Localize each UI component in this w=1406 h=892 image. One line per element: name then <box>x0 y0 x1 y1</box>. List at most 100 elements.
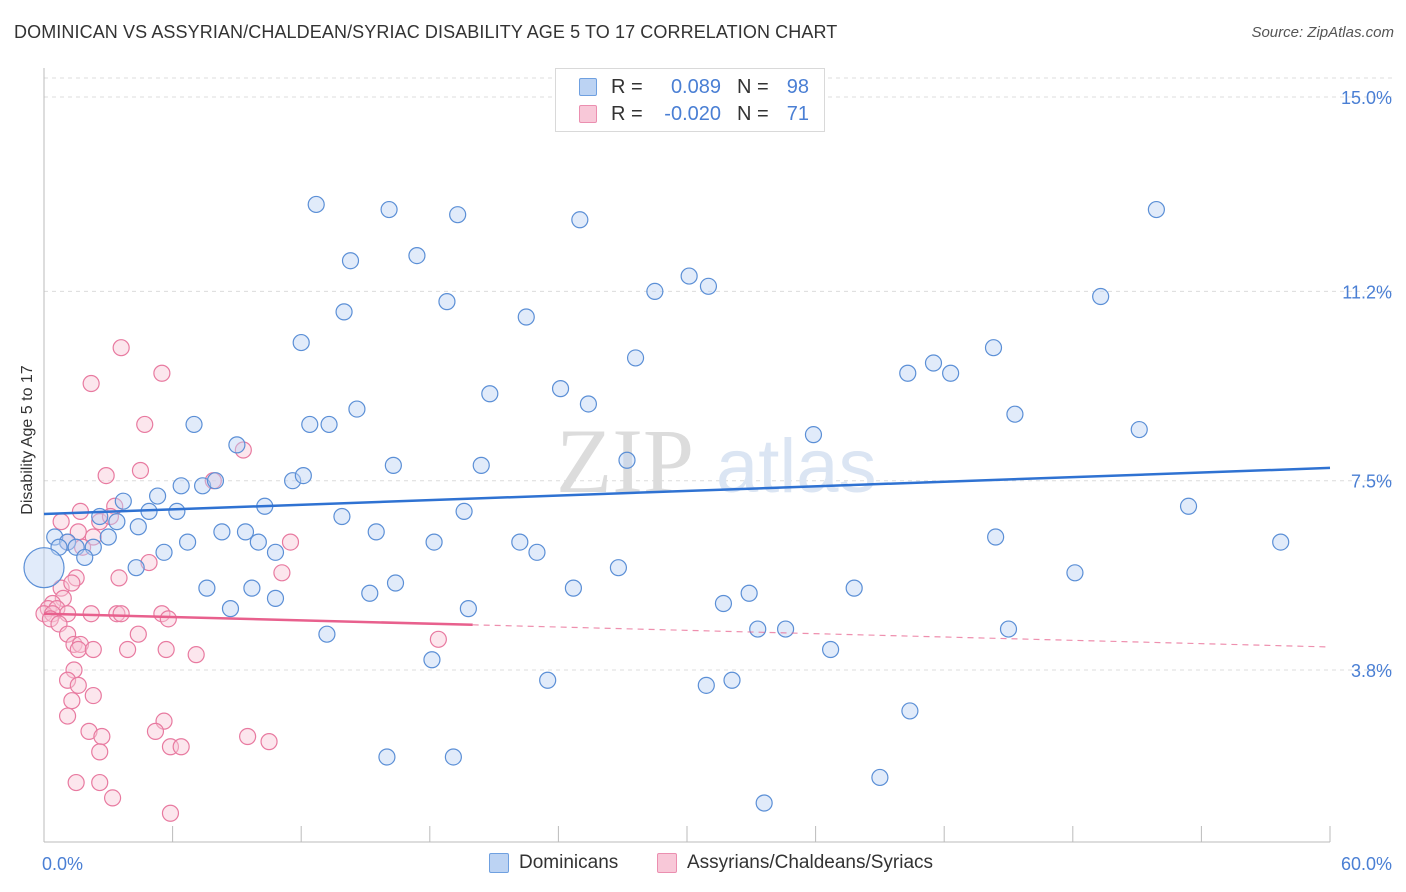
point-dominicans-43 <box>455 502 473 521</box>
point-assyrians-54 <box>58 707 77 725</box>
point-dominicans-53 <box>213 523 231 541</box>
bottom-legend-dominicans[interactable]: Dominicans <box>489 852 618 874</box>
point-dominicans-13 <box>1147 200 1165 219</box>
point-dominicans-61 <box>1066 564 1084 582</box>
point-assyrians-21 <box>273 564 291 582</box>
x-tick-label-0: 0.0% <box>42 854 83 874</box>
point-assyrians-6 <box>131 461 150 480</box>
point-dominicans-1 <box>341 252 360 270</box>
point-dominicans-28 <box>284 472 302 490</box>
point-dominicans-64 <box>46 528 64 546</box>
y-tick-label-2: 11.2% <box>1342 282 1392 302</box>
point-assyrians-33 <box>112 605 130 623</box>
point-assyrians-5 <box>97 466 115 485</box>
trend-line-assyrians-extension <box>472 624 1331 648</box>
point-dominicans-96 <box>871 768 889 787</box>
chart-title: DOMINICAN VS ASSYRIAN/CHALDEAN/SYRIAC DI… <box>14 22 838 42</box>
point-dominicans-69 <box>99 528 117 546</box>
bottom-legend-assyrians[interactable]: Assyrians/Chaldeans/Syriacs <box>657 852 933 874</box>
point-dominicans-41 <box>333 507 351 526</box>
point-dominicans-56 <box>266 543 285 561</box>
point-dominicans-62 <box>1179 497 1198 515</box>
point-dominicans-30 <box>384 456 402 474</box>
n-value-dominicans: 98 <box>786 75 809 98</box>
axes <box>43 68 1331 843</box>
point-dominicans-44 <box>511 533 529 551</box>
point-dominicans-29 <box>294 466 312 485</box>
point-dominicans-34 <box>1006 405 1024 423</box>
tick-labels: 3.8% 7.5% 11.2% 15.0% 0.0% 60.0% <box>42 88 1392 874</box>
point-dominicans-25 <box>320 415 338 434</box>
point-dominicans-65 <box>58 533 77 551</box>
point-assyrians-20 <box>110 569 128 587</box>
point-dominicans-91 <box>723 671 741 689</box>
trend-line-dominicans <box>43 466 1331 516</box>
point-assyrians-65 <box>103 789 122 807</box>
point-dominicans-84 <box>318 625 336 643</box>
point-assyrians-47 <box>429 630 447 648</box>
point-assyrians-22 <box>52 579 70 597</box>
point-dominicans-76 <box>266 589 285 607</box>
point-dominicans-15 <box>899 364 917 382</box>
point-assyrians-15 <box>84 528 102 546</box>
point-dominicans-5 <box>571 211 589 229</box>
stats-legend: R = 0.089 N = 98 R = -0.020 N = 71 <box>555 68 825 132</box>
point-assyrians-50 <box>69 676 87 694</box>
point-dominicans-26 <box>185 415 203 434</box>
point-dominicans-20 <box>551 380 570 398</box>
y-tick-label-1: 7.5% <box>1351 472 1392 492</box>
point-dominicans-70 <box>76 548 94 567</box>
point-dominicans-72 <box>155 543 173 561</box>
point-dominicans-82 <box>740 584 758 602</box>
point-assyrians-9 <box>52 513 70 531</box>
series-assyrians-points <box>35 339 447 822</box>
n-value-assyrians: 71 <box>786 102 809 125</box>
y-tick-label-0: 3.8% <box>1351 661 1392 681</box>
point-dominicans-32 <box>618 451 636 469</box>
point-dominicans-27 <box>228 436 246 454</box>
point-dominicans-10 <box>680 267 698 285</box>
point-dominicans-59 <box>845 579 863 597</box>
point-dominicans-60 <box>987 528 1005 546</box>
point-dominicans-4 <box>449 206 467 224</box>
n-label: N = <box>737 102 769 125</box>
point-dominicans-89 <box>776 620 795 638</box>
point-dominicans-22 <box>481 385 499 403</box>
point-assyrians-57 <box>146 722 165 740</box>
point-dominicans-36 <box>148 487 167 505</box>
point-assyrians-17 <box>281 533 300 551</box>
point-dominicans-0 <box>307 195 325 214</box>
r-value-assyrians: -0.020 <box>664 102 721 125</box>
point-dominicans-74 <box>198 579 216 597</box>
point-dominicans-88 <box>749 620 767 638</box>
point-dominicans-85 <box>423 651 441 669</box>
point-dominicans-55 <box>249 533 267 551</box>
point-dominicans-21 <box>579 395 598 413</box>
point-dominicans-9 <box>517 308 535 326</box>
point-dominicans-2 <box>380 200 398 219</box>
point-assyrians-11 <box>91 513 109 531</box>
point-dominicans-86 <box>539 671 557 689</box>
point-assyrians-59 <box>260 733 278 751</box>
point-dominicans-78 <box>386 574 405 592</box>
point-assyrians-45 <box>157 640 175 659</box>
y-axis-label-wrap: Disability Age 5 to 17 <box>16 300 40 580</box>
bottom-legend-swatch-dominicans <box>489 853 509 873</box>
y-tick-label-3: 15.0% <box>1341 88 1392 108</box>
point-dominicans-92 <box>901 702 919 720</box>
point-dominicans-73 <box>23 547 65 589</box>
point-assyrians-18 <box>140 553 158 572</box>
point-dominicans-47 <box>168 502 186 521</box>
bottom-legend-label-assyrians: Assyrians/Chaldeans/Syriacs <box>687 852 934 873</box>
r-value-dominicans: 0.089 <box>670 75 721 98</box>
point-assyrians-42 <box>69 640 87 659</box>
point-dominicans-93 <box>999 620 1018 638</box>
point-dominicans-14 <box>1092 287 1110 306</box>
point-dominicans-12 <box>699 277 718 295</box>
r-label: R = <box>611 75 643 98</box>
point-assyrians-39 <box>129 625 147 643</box>
point-assyrians-60 <box>91 743 109 761</box>
point-dominicans-33 <box>804 426 823 444</box>
point-dominicans-8 <box>438 293 456 311</box>
